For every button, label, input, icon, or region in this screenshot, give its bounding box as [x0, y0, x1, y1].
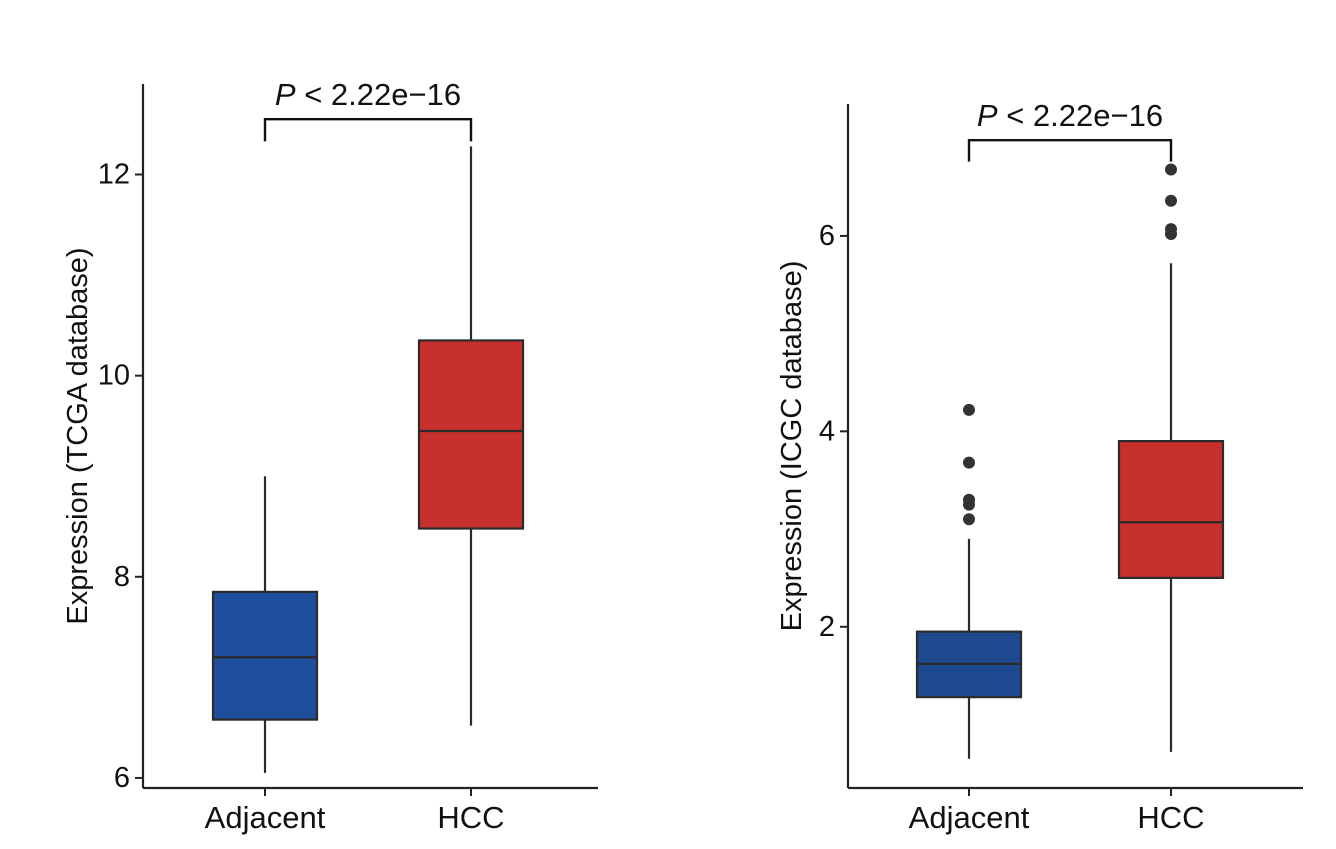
- box-hcc: [1117, 440, 1225, 580]
- outlier-point: [1165, 163, 1177, 176]
- p-value-label: P < 2.22e−16: [275, 77, 461, 112]
- icgc-box-plot-panel: 2 4 6 Expression (ICGC database) Adjacent HCC…: [776, 98, 1303, 835]
- x-category-label: Adjacent: [205, 800, 326, 835]
- y-tick-label: 8: [114, 561, 130, 593]
- y-tick-label: 10: [98, 360, 130, 392]
- y-tick-label: 6: [819, 220, 835, 252]
- x-category-label: Adjacent: [909, 800, 1030, 835]
- y-tick-label: 6: [114, 762, 130, 794]
- box-adjacent: [211, 590, 319, 721]
- y-axis-title: Expression (TCGA database): [62, 247, 94, 624]
- outlier-point: [1165, 223, 1177, 236]
- y-tick-label: 2: [819, 611, 835, 643]
- p-value-label: P < 2.22e−16: [977, 98, 1163, 133]
- x-category-label: HCC: [1137, 800, 1204, 835]
- tcga-box-plot-panel: 6 8 10 12 Expression (TCGA database) Adjacent…: [62, 77, 598, 835]
- significance-bracket: [263, 118, 473, 142]
- significance-bracket: [967, 138, 1173, 162]
- y-tick-label: 4: [819, 415, 835, 447]
- x-category-label: HCC: [437, 800, 504, 835]
- outlier-point: [963, 513, 975, 526]
- outlier-point: [1165, 194, 1177, 207]
- outlier-point: [963, 456, 975, 469]
- box-hcc: [417, 339, 525, 530]
- y-axis-title: Expression (ICGC database): [776, 261, 808, 632]
- outlier-point: [963, 493, 975, 506]
- y-tick-label: 12: [98, 159, 130, 191]
- outlier-point: [963, 403, 975, 416]
